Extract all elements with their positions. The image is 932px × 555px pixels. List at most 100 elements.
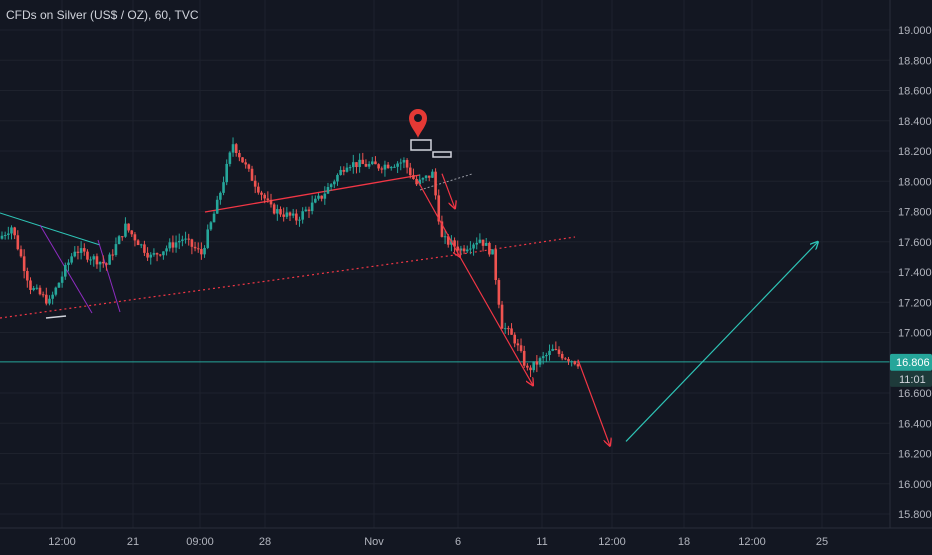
time-tick-label: 11 [536, 536, 547, 548]
price-tick-label: 16.000 [898, 479, 932, 491]
support-trendline-dotted[interactable] [0, 254, 456, 319]
candle-body [529, 367, 532, 371]
candle-body [92, 256, 96, 260]
candle-body [0, 235, 4, 239]
candle-body [67, 262, 70, 266]
candle-body [114, 244, 118, 255]
candle-body [326, 187, 330, 194]
candle-body [462, 248, 466, 252]
candle-body [152, 253, 156, 255]
candle-body [76, 251, 80, 253]
candle-body [219, 192, 222, 200]
dotted-guide[interactable] [419, 173, 473, 191]
price-tick-label: 17.600 [898, 237, 932, 249]
candle-body [418, 179, 422, 185]
candle-body [35, 287, 39, 289]
candle-body [377, 164, 380, 169]
candle-body [408, 167, 412, 176]
price-tick-label: 17.200 [898, 297, 932, 309]
price-tick-label: 15.800 [898, 509, 932, 521]
price-tick-label: 18.800 [898, 55, 932, 67]
candle-body [421, 177, 425, 180]
candle-body [215, 199, 219, 214]
teal-trendline-left[interactable] [0, 212, 101, 246]
candle-body [351, 162, 355, 168]
projection-arrow-down[interactable] [459, 256, 533, 386]
candle-body [257, 186, 260, 193]
candle-body [234, 144, 238, 154]
candle-body [266, 198, 270, 200]
candle-body [105, 263, 108, 265]
candle-body [238, 153, 241, 158]
candle-body [200, 249, 203, 255]
candle-body [3, 234, 7, 236]
highlight-box-1[interactable] [410, 139, 432, 151]
candle-body [196, 248, 200, 250]
price-tick-label: 16.200 [898, 449, 932, 461]
candle-body [434, 171, 437, 196]
candle-body [282, 214, 285, 217]
candle-body [279, 209, 282, 215]
candle-body [244, 162, 247, 165]
price-tick-label: 19.000 [898, 25, 932, 37]
candle-body [570, 361, 573, 363]
candle-body [503, 328, 507, 330]
candle-body [203, 247, 206, 255]
projection-arrow-up[interactable] [625, 242, 818, 442]
support-trendline-extension[interactable] [454, 236, 576, 256]
grid [0, 0, 890, 528]
candle-body [453, 240, 456, 247]
projection-arrow-down[interactable] [441, 173, 455, 209]
pattern-line-2[interactable] [97, 239, 121, 313]
drawings[interactable] [409, 109, 818, 446]
candle-body [38, 287, 42, 295]
candle-body [301, 211, 304, 220]
candle-body [263, 194, 266, 199]
candle-body [260, 192, 263, 195]
candle-body [108, 254, 111, 265]
candle-body [545, 355, 548, 357]
bar-countdown: 11:01 [899, 374, 926, 386]
candle-body [415, 178, 418, 185]
candle-body [291, 213, 295, 216]
candle-body [333, 181, 336, 185]
candle-body [481, 239, 485, 246]
candle-body [393, 166, 396, 168]
candle-body [298, 219, 301, 221]
candle-body [367, 164, 371, 167]
marker-short-line[interactable] [45, 315, 67, 319]
time-tick-label: 28 [259, 536, 271, 548]
candle-body [399, 162, 403, 164]
price-axis[interactable]: 19.000 18.800 18.600 18.400 18.200 18.000 17.8… [889, 0, 932, 528]
candle-body [507, 328, 510, 330]
candle-body [396, 163, 399, 167]
candle-body [564, 358, 567, 360]
candle-body [573, 361, 577, 365]
projection-arrow-down[interactable] [577, 359, 610, 446]
candle-body [355, 162, 358, 168]
upper-trendline[interactable] [204, 174, 421, 213]
candle-body [117, 236, 121, 245]
candle-body [526, 365, 529, 368]
time-axis[interactable]: 12:00 21 09:00 28 Nov 6 11 12:00 18 12:00 25 [0, 527, 932, 548]
candle-body [16, 235, 20, 250]
location-pin-icon[interactable] [409, 109, 427, 138]
candle-body [149, 254, 153, 258]
candle-body [538, 358, 542, 365]
candle-body [459, 248, 463, 251]
candle-body [32, 288, 35, 290]
candle-body [26, 271, 29, 281]
candle-body [500, 304, 504, 329]
projection-arrow-down[interactable] [417, 180, 460, 257]
candle-body [465, 249, 469, 252]
candle-body [225, 163, 229, 183]
drawings-back[interactable] [0, 173, 890, 363]
candle-body [364, 163, 368, 167]
highlight-box-2[interactable] [432, 151, 452, 158]
candle-body [193, 246, 197, 249]
candle-body [554, 348, 558, 350]
candle-body [440, 221, 444, 237]
candle-body [405, 160, 409, 168]
